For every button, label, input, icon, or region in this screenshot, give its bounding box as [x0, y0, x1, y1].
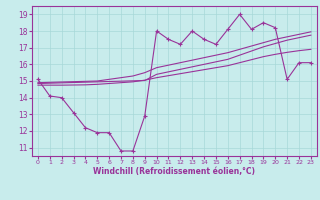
- X-axis label: Windchill (Refroidissement éolien,°C): Windchill (Refroidissement éolien,°C): [93, 167, 255, 176]
